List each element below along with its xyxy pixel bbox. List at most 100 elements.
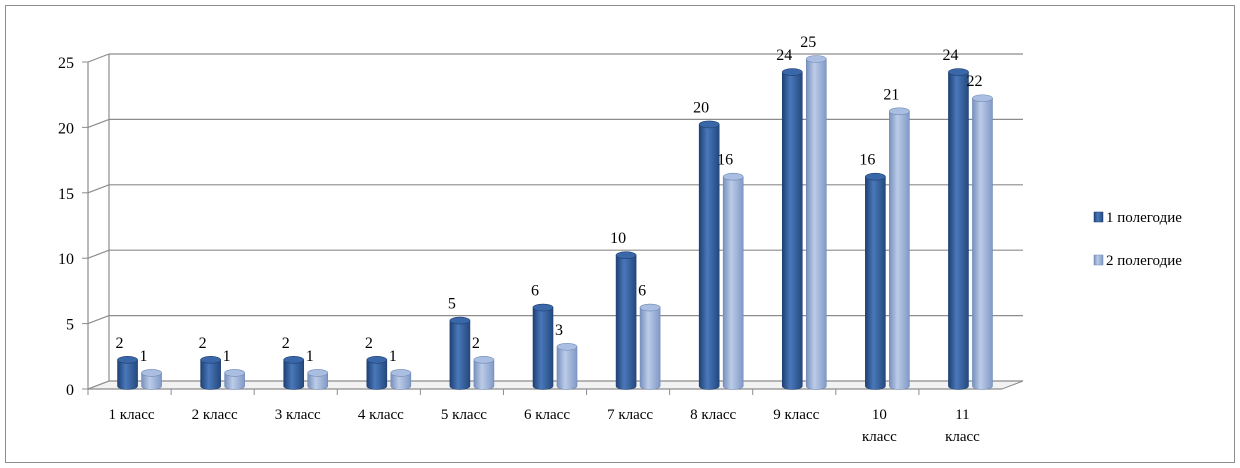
bar-body (283, 359, 305, 390)
legend-swatch (1093, 211, 1104, 223)
bar-half-2 (141, 369, 162, 390)
bar-half-1 (532, 303, 554, 390)
legend-item: 1 полегодие (1093, 210, 1182, 226)
data-label: 3 (555, 322, 563, 339)
data-label: 2 (472, 335, 480, 352)
y-tick-label: 5 (66, 317, 74, 334)
bar-top (532, 303, 554, 312)
legend-item: 2 полегодие (1093, 253, 1182, 269)
bar-half-1 (698, 120, 720, 390)
bar-top (615, 251, 637, 259)
bar-top (556, 342, 578, 351)
bar-top (698, 120, 720, 129)
bar-top (865, 172, 886, 181)
data-label: 6 (531, 283, 539, 300)
bar-top (390, 369, 412, 377)
bar-top (117, 356, 138, 364)
bar-top (889, 107, 910, 116)
y-tick-label: 20 (58, 120, 74, 137)
data-label: 5 (448, 296, 456, 313)
bar-half-2 (224, 369, 245, 390)
bar-half-1 (117, 356, 138, 390)
data-label: 2 (365, 335, 373, 352)
x-category-label: 1 класс (109, 407, 155, 423)
bar-top (805, 55, 827, 63)
bars (117, 55, 993, 390)
bar-half-2 (556, 342, 578, 390)
bar-half-1 (449, 316, 471, 390)
x-category-label: 11 класс (945, 407, 980, 445)
bar-body (972, 97, 993, 390)
bar-half-1 (366, 356, 388, 390)
gridline-depth (87, 380, 110, 390)
data-label: 1 (140, 348, 148, 365)
bar-top (473, 356, 495, 364)
bar-top (283, 356, 305, 364)
bar-half-2 (639, 303, 661, 390)
bar-body (473, 359, 495, 390)
bar-body (722, 176, 744, 390)
bar-body (805, 58, 827, 390)
legend-label: 2 полегодие (1106, 253, 1182, 269)
bar-body (200, 359, 221, 390)
x-category-label: 8 класс (690, 407, 736, 423)
data-label: 20 (693, 99, 709, 116)
bar-body (117, 359, 138, 390)
bar-half-1 (283, 356, 305, 390)
bar-top (722, 172, 744, 181)
bar-body (141, 372, 162, 390)
bar-half-1 (615, 251, 637, 390)
gridline-depth (87, 118, 110, 128)
data-label: 1 (389, 348, 397, 365)
gridline-depth (87, 315, 110, 325)
data-label: 2 (199, 335, 207, 352)
bar-body (224, 372, 245, 390)
x-category-label: 10 класс (862, 407, 897, 445)
data-label: 25 (800, 34, 816, 51)
bar-top (307, 369, 329, 377)
bar-half-1 (948, 68, 969, 390)
data-label: 1 (223, 348, 231, 365)
bar-top (141, 369, 162, 377)
bar-top (449, 316, 471, 325)
x-category-label: 2 класс (192, 407, 238, 423)
data-label: 16 (717, 152, 733, 169)
bar-body (889, 111, 910, 390)
bar-body (366, 359, 388, 390)
bar-top (200, 356, 221, 364)
bar-half-2 (722, 172, 744, 390)
data-label: 10 (610, 230, 626, 247)
x-axis-categories: 1 класс 2 класс 3 класс 4 класс 5 класс 6 кла… (87, 389, 980, 445)
legend: 1 полегодие 2 полегодие (1093, 210, 1182, 269)
bar-half-2 (889, 107, 910, 390)
bar-half-2 (805, 55, 827, 390)
bar-top (224, 369, 245, 377)
bar-body (390, 372, 412, 390)
x-category-label: 9 класс (773, 407, 819, 423)
legend-swatch (1093, 254, 1104, 266)
data-label: 21 (883, 86, 899, 103)
bar-top (948, 68, 969, 76)
y-tick-label: 25 (58, 55, 74, 72)
bar-half-1 (865, 172, 886, 390)
x-category-label: 4 класс (358, 407, 404, 423)
bar-body (615, 254, 637, 390)
data-label: 2 (282, 335, 290, 352)
x-category-label: 7 класс (607, 407, 653, 423)
data-label: 16 (859, 152, 875, 169)
data-label: 6 (638, 283, 646, 300)
bar-body (307, 372, 329, 390)
y-tick-label: 0 (66, 382, 74, 399)
y-tick-label: 15 (58, 186, 74, 203)
bar-half-1 (781, 68, 803, 390)
data-label: 2 (116, 335, 124, 352)
gridline-depth (87, 249, 110, 259)
bar-half-2 (390, 369, 412, 390)
bar-body (639, 307, 661, 390)
bar-half-2 (972, 94, 993, 390)
bar-top (366, 356, 388, 364)
bar-top (639, 303, 661, 312)
bar-body (865, 176, 886, 390)
bar-top (972, 94, 993, 103)
bar-half-2 (307, 369, 329, 390)
